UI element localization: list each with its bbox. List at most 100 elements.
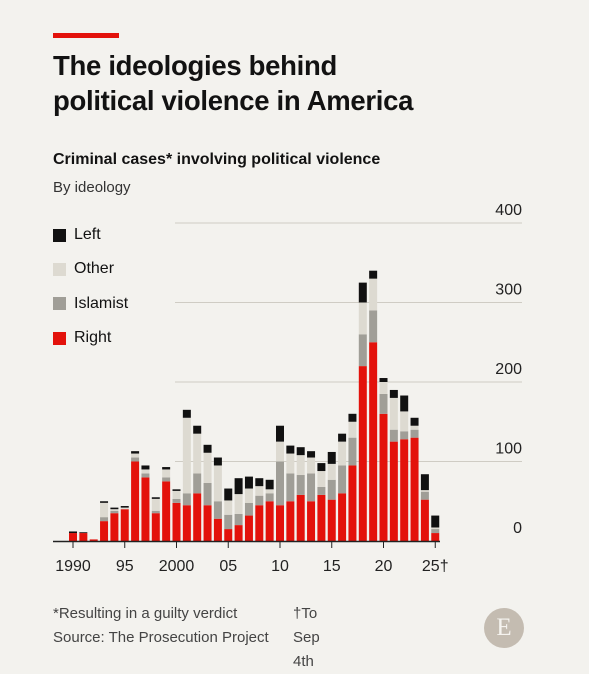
bar-segment-left xyxy=(389,389,398,398)
bar-segment-other xyxy=(131,453,140,458)
bar-segment-other xyxy=(286,453,295,474)
legend: Left Other Islamist Right xyxy=(53,218,128,355)
bar-segment-other xyxy=(172,490,181,499)
bar-segment-left xyxy=(410,417,419,426)
bar-segment-other xyxy=(224,500,233,515)
bar-segment-other xyxy=(182,417,191,494)
bar-segment-islamist xyxy=(224,514,233,530)
bar-segment-other xyxy=(193,433,202,474)
bar-segment-other xyxy=(120,507,129,510)
chart-sub-subtitle: By ideology xyxy=(53,179,131,196)
bar-segment-right xyxy=(317,494,326,541)
bar-segment-left xyxy=(110,507,119,510)
bar-segment-right xyxy=(234,525,243,541)
bar-segment-other xyxy=(141,469,150,474)
bar-segment-other xyxy=(410,425,419,430)
bar-segment-islamist xyxy=(338,465,347,494)
bar-segment-right xyxy=(141,477,150,541)
bar-segment-left xyxy=(265,479,274,490)
bar-segment-left xyxy=(131,451,140,454)
bar-segment-other xyxy=(276,441,284,462)
bar-segment-right xyxy=(162,481,171,541)
bar-segment-left xyxy=(255,478,264,487)
bar-segment-other xyxy=(244,488,253,503)
bar-segment-left xyxy=(338,433,347,442)
bar-segment-left xyxy=(69,531,77,534)
bar-segment-islamist xyxy=(400,431,409,440)
bar-segment-right xyxy=(131,461,140,541)
bar-segment-other xyxy=(379,382,388,394)
footnote-verdict: *Resulting in a guilty verdict xyxy=(53,605,238,622)
x-tick-label: 1990 xyxy=(55,558,91,575)
bar-segment-islamist xyxy=(172,498,181,503)
x-tick-label: 15 xyxy=(323,558,341,575)
bar-segment-right xyxy=(369,342,378,541)
bar-segment-islamist xyxy=(193,473,202,494)
y-tick-label: 100 xyxy=(495,441,522,458)
bar-segment-islamist xyxy=(182,493,191,506)
bar-segment-right xyxy=(110,513,119,541)
bar-segment-islamist xyxy=(389,429,398,442)
bar-segment-islamist xyxy=(162,477,171,482)
bar-segment-other xyxy=(317,471,326,487)
title-line-2: political violence in America xyxy=(53,85,414,116)
legend-label-right: Right xyxy=(74,329,112,347)
bar-segment-right xyxy=(379,413,388,541)
chart-subtitle: Criminal cases* involving political viol… xyxy=(53,151,381,168)
bar-segment-other xyxy=(265,489,274,494)
bar-segment-islamist xyxy=(327,479,336,500)
bar-segment-left xyxy=(79,532,88,534)
bar-segment-right xyxy=(338,493,347,541)
bar-segment-islamist xyxy=(348,437,357,466)
bar-segment-left xyxy=(317,463,326,472)
legend-item-other: Other xyxy=(53,252,128,286)
x-tick-label: 10 xyxy=(271,558,289,575)
bar-segment-right xyxy=(348,465,357,541)
bar-segment-islamist xyxy=(317,486,326,495)
footnotes: *Resulting in a guilty verdict †To Sep 4… xyxy=(53,602,320,670)
bar-segment-left xyxy=(276,425,284,442)
bar-segment-left xyxy=(369,270,378,279)
bar-segment-right xyxy=(69,533,77,541)
bar-segment-right xyxy=(410,437,419,541)
bar-segment-right xyxy=(296,494,305,541)
title-line-1: The ideologies behind xyxy=(53,50,337,81)
x-tick-label: 05 xyxy=(219,558,237,575)
bar-segment-right xyxy=(286,501,295,541)
bar-segment-islamist xyxy=(420,491,429,500)
bar-segment-islamist xyxy=(213,501,222,519)
bar-segment-islamist xyxy=(296,475,305,495)
bar-segment-right xyxy=(307,501,316,541)
legend-swatch-left xyxy=(53,228,66,242)
bar-segment-islamist xyxy=(286,473,295,502)
y-tick-label: 300 xyxy=(495,282,522,299)
bar-segment-islamist xyxy=(276,461,284,506)
bar-segment-islamist xyxy=(100,517,109,522)
bar-segment-islamist xyxy=(369,310,378,343)
economist-logo: E xyxy=(484,608,524,648)
y-tick-label: 400 xyxy=(495,202,522,219)
bar-segment-left xyxy=(172,489,181,491)
legend-item-left: Left xyxy=(53,218,128,252)
bar-segment-left xyxy=(400,395,409,412)
bar-segment-other xyxy=(358,302,367,335)
bar-segment-other xyxy=(431,527,440,530)
bar-segment-right xyxy=(100,521,109,541)
bar-segment-left xyxy=(296,447,305,456)
bar-segment-right xyxy=(255,505,264,541)
accent-bar xyxy=(53,33,119,38)
logo-letter: E xyxy=(496,614,512,641)
bar-segment-right xyxy=(265,501,274,541)
bar-segment-other xyxy=(369,278,378,311)
bar-segment-islamist xyxy=(110,510,119,514)
bar-segment-right xyxy=(389,441,398,541)
bar-segment-left xyxy=(307,451,316,458)
bar-segment-right xyxy=(358,366,367,541)
bar-segment-right xyxy=(172,502,181,541)
bar-segment-islamist xyxy=(141,473,150,478)
bar-segment-left xyxy=(193,425,202,434)
bar-segment-other xyxy=(400,411,409,432)
bar-segment-islamist xyxy=(131,457,140,462)
bar-segment-islamist xyxy=(431,529,440,534)
x-tick-label: 20 xyxy=(375,558,393,575)
